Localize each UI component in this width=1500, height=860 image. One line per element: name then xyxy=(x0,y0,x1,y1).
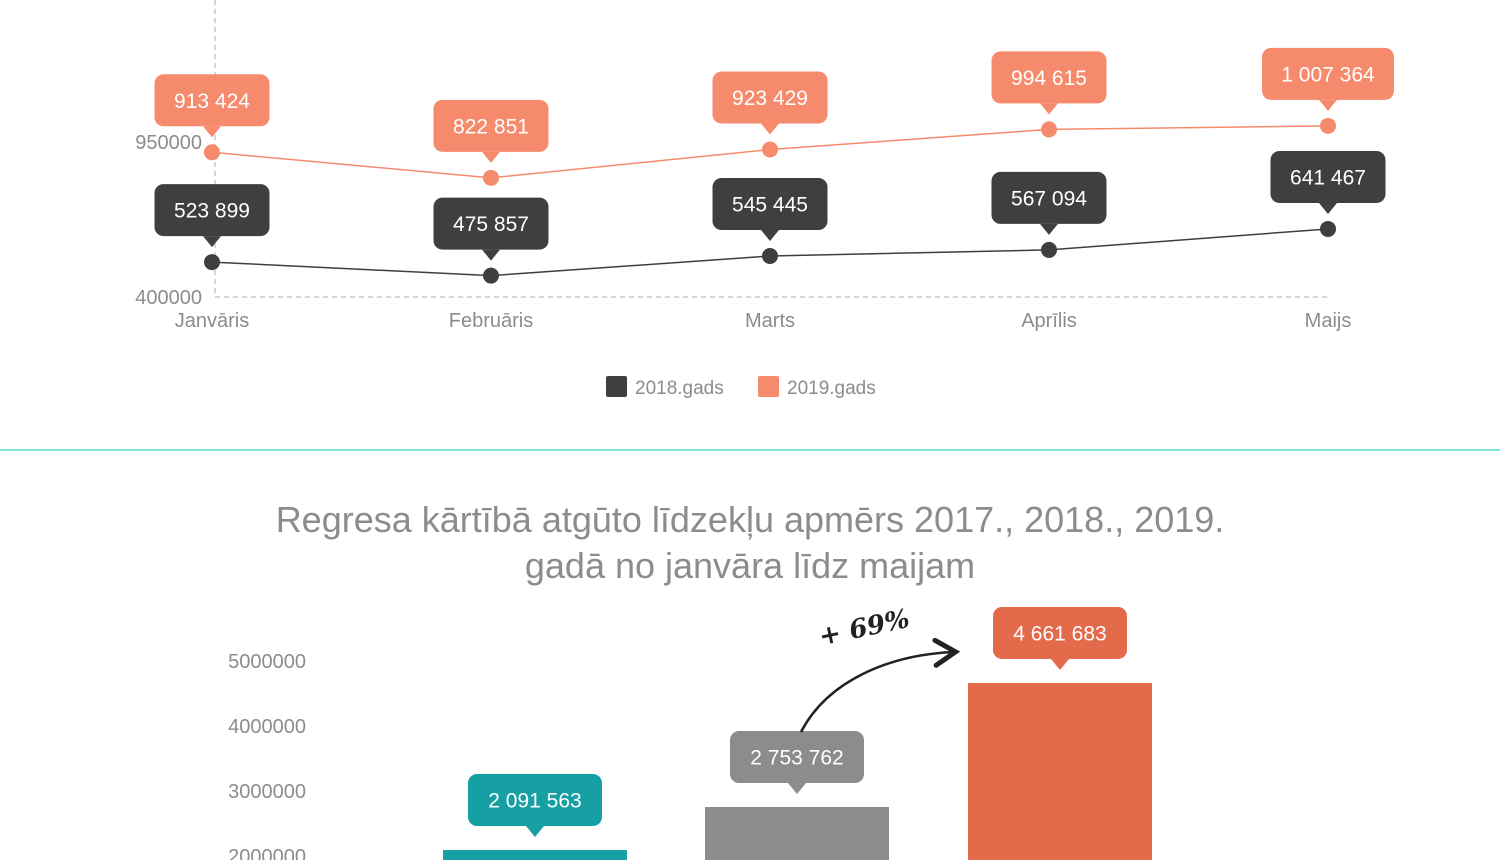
y-tick-label: 5000000 xyxy=(228,651,306,673)
data-label-text: 567 094 xyxy=(1011,187,1087,210)
data-label-pointer xyxy=(203,126,221,138)
growth-annotation: + 69% xyxy=(816,604,912,652)
data-label-bubble xyxy=(154,184,270,237)
data-point xyxy=(1320,117,1336,134)
bar-label-text: 2 091 563 xyxy=(488,790,581,813)
x-tick-label: Maijs xyxy=(1305,310,1352,332)
data-label-text: 545 445 xyxy=(732,194,808,217)
data-label-text: 923 429 xyxy=(732,87,808,110)
bar xyxy=(705,807,889,860)
y-tick-label: 2000000 xyxy=(228,846,306,860)
data-label-text: 641 467 xyxy=(1290,166,1366,189)
data-point xyxy=(1041,241,1057,258)
data-point xyxy=(1041,121,1057,138)
data-label-text: 1 007 364 xyxy=(1281,63,1375,86)
series-2018.gads: 523 899 475 857 545 445 567 094 641 467 xyxy=(154,150,1386,284)
data-label-text: 822 851 xyxy=(453,115,529,138)
data-label: 1 007 364 xyxy=(1262,47,1394,111)
data-label-pointer xyxy=(482,151,500,163)
x-tick-label: Februāris xyxy=(449,310,533,332)
data-label-pointer xyxy=(482,249,500,261)
bar-label-text: 2 753 762 xyxy=(750,747,843,770)
data-point xyxy=(483,267,499,284)
data-label: 545 445 xyxy=(712,178,828,242)
series-2019.gads: 913 424 822 851 923 429 994 615 1 007 364 xyxy=(154,47,1394,186)
data-label-text: 913 424 xyxy=(174,90,250,113)
data-label-bubble xyxy=(433,197,549,250)
chart-title-line: Regresa kārtībā atgūto līdzekļu apmērs 2… xyxy=(276,499,1225,540)
legend-item: 2018.gads xyxy=(606,376,724,399)
data-label: 641 467 xyxy=(1270,150,1386,214)
data-point xyxy=(483,169,499,186)
data-label: 994 615 xyxy=(991,51,1107,115)
data-point xyxy=(762,248,778,265)
data-label-text: 523 899 xyxy=(174,200,250,223)
line-chart: 400000 950000 Janvāris Februāris Marts Aprīli… xyxy=(135,0,1394,399)
bar-value-label: 2 091 563 xyxy=(468,774,602,838)
bar xyxy=(443,850,627,860)
data-label: 913 424 xyxy=(154,74,270,138)
data-label-bubble xyxy=(154,74,270,127)
data-label-pointer xyxy=(1040,223,1058,235)
data-label-pointer xyxy=(1319,99,1337,111)
data-label-bubble xyxy=(712,178,828,231)
bar-label-pointer xyxy=(1051,658,1069,670)
growth-arrow xyxy=(799,637,961,733)
data-label-bubble xyxy=(1262,47,1394,100)
x-tick-label: Marts xyxy=(745,310,795,332)
legend-swatch xyxy=(758,376,779,397)
data-point xyxy=(1320,220,1336,237)
x-tick-label: Janvāris xyxy=(175,310,249,332)
data-label: 475 857 xyxy=(433,197,549,261)
data-label: 523 899 xyxy=(154,184,270,248)
legend-item: 2019.gads xyxy=(758,376,876,399)
data-label-bubble xyxy=(712,71,828,124)
legend-swatch xyxy=(606,376,627,397)
data-label: 923 429 xyxy=(712,71,828,135)
bar-value-label: 2 753 762 xyxy=(730,731,864,795)
data-label-pointer xyxy=(761,123,779,135)
bar-value-label: 4 661 683 xyxy=(993,606,1127,670)
bar-label-pointer xyxy=(526,826,544,838)
x-tick-label: Aprīlis xyxy=(1021,310,1077,332)
legend-label: 2018.gads xyxy=(635,378,724,399)
y-tick-label: 4000000 xyxy=(228,716,306,738)
data-point xyxy=(762,141,778,158)
legend-label: 2019.gads xyxy=(787,378,876,399)
data-point xyxy=(204,144,220,161)
data-label-text: 475 857 xyxy=(453,213,529,236)
bar-label-pointer xyxy=(788,783,806,795)
bar-label-text: 4 661 683 xyxy=(1013,622,1106,645)
data-label-pointer xyxy=(1040,103,1058,115)
data-label-pointer xyxy=(761,230,779,242)
chart-title-line: gadā no janvāra līdz maijam xyxy=(525,545,975,586)
data-label-bubble xyxy=(991,171,1107,224)
data-label: 822 851 xyxy=(433,99,549,163)
y-tick-label: 3000000 xyxy=(228,781,306,803)
data-label-text: 994 615 xyxy=(1011,67,1087,90)
data-label-bubble xyxy=(991,51,1107,104)
bar-label-bubble xyxy=(730,731,864,784)
data-label-bubble xyxy=(433,99,549,152)
data-label-pointer xyxy=(1319,202,1337,214)
bar-label-bubble xyxy=(468,774,602,827)
bar xyxy=(968,682,1152,860)
y-tick-label: 950000 xyxy=(135,132,202,154)
y-tick-label: 400000 xyxy=(135,287,202,309)
bar-chart: Regresa kārtībā atgūto līdzekļu apmērs 2… xyxy=(228,499,1224,860)
data-label-pointer xyxy=(203,236,221,248)
data-label: 567 094 xyxy=(991,171,1107,235)
data-point xyxy=(204,254,220,271)
bar-label-bubble xyxy=(993,606,1127,659)
data-label-bubble xyxy=(1270,150,1386,203)
